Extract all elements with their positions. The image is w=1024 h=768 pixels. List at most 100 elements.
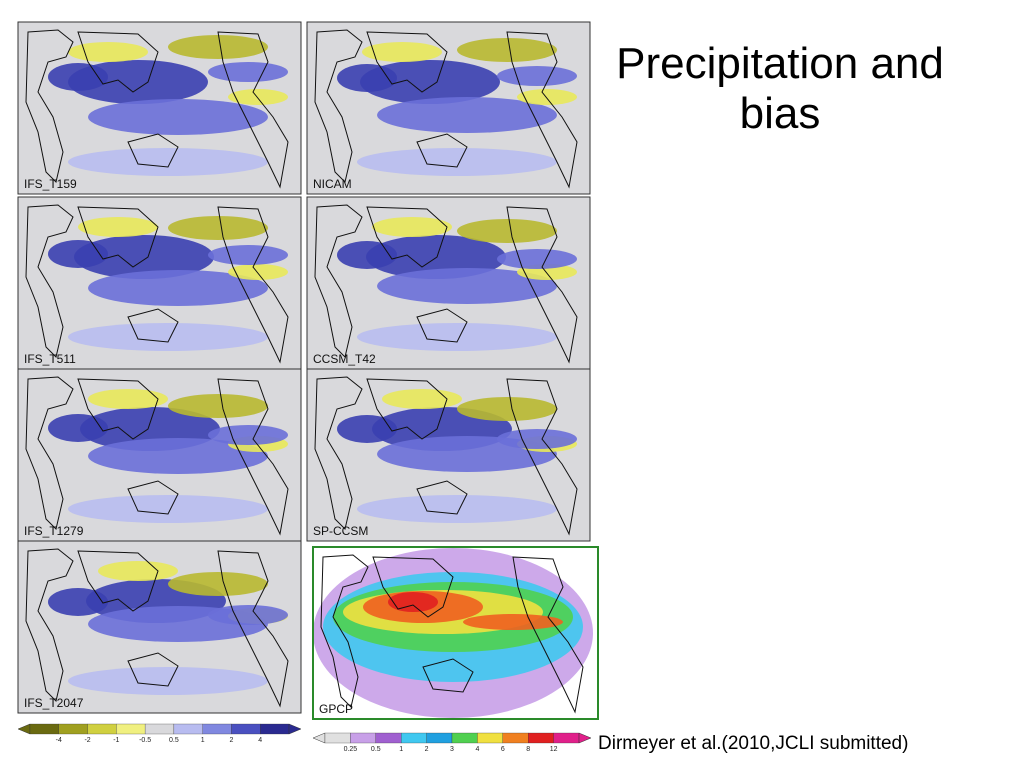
coastline bbox=[506, 31, 578, 189]
panel-label: GPCP bbox=[319, 702, 353, 716]
map-frame bbox=[312, 546, 599, 720]
field-region bbox=[497, 66, 577, 86]
field-region bbox=[88, 270, 268, 306]
field-region bbox=[68, 42, 148, 62]
map-field bbox=[25, 204, 289, 364]
field-region bbox=[48, 414, 108, 442]
colorbar-swatch bbox=[375, 732, 402, 744]
field-region bbox=[357, 495, 557, 523]
map-panel: IFS_T159 bbox=[17, 21, 302, 195]
colorbar-tick-label: 12 bbox=[550, 746, 558, 753]
colorbar-swatch bbox=[350, 732, 376, 744]
field-region bbox=[337, 415, 397, 443]
coastline bbox=[372, 556, 454, 618]
coastline bbox=[314, 376, 363, 530]
coastline bbox=[25, 376, 74, 530]
map-frame bbox=[17, 21, 302, 195]
field-region bbox=[388, 592, 438, 612]
coastline bbox=[416, 480, 468, 515]
title-line: Precipitation and bbox=[616, 39, 944, 88]
colorbar-swatch bbox=[528, 732, 554, 744]
colorbar-tick-label: 8 bbox=[526, 746, 530, 753]
coastline bbox=[127, 652, 179, 687]
panel-label: IFS_T511 bbox=[24, 352, 76, 366]
field-region bbox=[497, 429, 577, 449]
field-region bbox=[68, 667, 268, 695]
coastline bbox=[77, 378, 159, 440]
coastline bbox=[77, 31, 159, 93]
field-region bbox=[98, 561, 178, 581]
field-region bbox=[68, 323, 268, 351]
colorbar-swatch bbox=[231, 723, 261, 735]
colorbar-end bbox=[312, 732, 326, 744]
map-frame bbox=[306, 368, 591, 542]
coastline bbox=[366, 206, 448, 268]
colorbar-swatch bbox=[451, 732, 478, 744]
coastline bbox=[217, 550, 289, 708]
coastline bbox=[422, 658, 474, 693]
colorbar-swatch bbox=[324, 732, 351, 744]
field-region bbox=[68, 148, 268, 176]
field-region bbox=[372, 217, 452, 237]
field-region bbox=[337, 64, 397, 92]
field-region bbox=[74, 235, 214, 279]
colorbar-swatch bbox=[29, 723, 59, 735]
field-region bbox=[362, 42, 442, 62]
coastline bbox=[506, 206, 578, 364]
coastline bbox=[314, 29, 363, 183]
coastline bbox=[512, 556, 584, 714]
colorbar-tick-label: -1 bbox=[113, 737, 119, 744]
colorbar-tick-label: 2 bbox=[425, 746, 429, 753]
colorbar-tick-label: 1 bbox=[201, 737, 205, 744]
citation: Dirmeyer et al.(2010,JCLI submitted) bbox=[598, 733, 908, 754]
map-frame bbox=[17, 540, 302, 714]
coastline bbox=[77, 206, 159, 268]
colorbar-tick-label: -0.5 bbox=[139, 737, 151, 744]
map-field bbox=[314, 29, 578, 189]
field-region bbox=[168, 35, 268, 59]
map-panel: GPCP bbox=[312, 546, 599, 720]
field-region bbox=[48, 63, 108, 91]
colorbar-swatch bbox=[116, 723, 146, 735]
map-panel: SP-CCSM bbox=[306, 368, 591, 542]
field-region bbox=[48, 588, 108, 616]
coastline bbox=[506, 378, 578, 536]
panels: IFS_T159 NICAM IFS_T511 CCSM_T42 IFS_T1279 SP… bbox=[17, 21, 599, 720]
coastline bbox=[25, 548, 74, 702]
map-panel: CCSM_T42 bbox=[306, 196, 591, 370]
field-region bbox=[463, 614, 563, 630]
colorbar-tick-label: 0.5 bbox=[371, 746, 381, 753]
coastline bbox=[416, 308, 468, 343]
map-field bbox=[314, 376, 578, 536]
panel-label: SP-CCSM bbox=[313, 524, 368, 538]
colorbars: -4 -2 -1 -0.5 0.5 1 2 40.25 0.5 1 2 3 4 6 8 12 bbox=[17, 723, 592, 753]
field-region bbox=[517, 89, 577, 105]
colorbar-swatch bbox=[502, 732, 529, 744]
colorbar-swatch bbox=[477, 732, 503, 744]
field-region bbox=[457, 219, 557, 243]
coastline bbox=[366, 378, 448, 440]
field-region bbox=[457, 397, 557, 421]
field-region bbox=[208, 62, 288, 82]
field-region bbox=[228, 89, 288, 105]
colorbar-tick-label: 1 bbox=[399, 746, 403, 753]
colorbar-tick-label: 0.5 bbox=[169, 737, 179, 744]
field-region bbox=[88, 389, 168, 409]
panel-label: IFS_T159 bbox=[24, 177, 77, 191]
coastline bbox=[127, 480, 179, 515]
field-region bbox=[337, 241, 397, 269]
field-region bbox=[377, 97, 557, 133]
map-field bbox=[314, 204, 578, 364]
colorbar-end bbox=[17, 723, 31, 735]
field-region bbox=[208, 605, 288, 625]
colorbar-tick-label: -2 bbox=[84, 737, 90, 744]
colorbar-swatch bbox=[58, 723, 88, 735]
field-region bbox=[88, 99, 268, 135]
map-frame bbox=[306, 21, 591, 195]
panel-label: NICAM bbox=[313, 177, 352, 191]
colorbar-swatch bbox=[401, 732, 427, 744]
colorbar-tick-label: 0.25 bbox=[344, 746, 358, 753]
field-region bbox=[382, 389, 462, 409]
